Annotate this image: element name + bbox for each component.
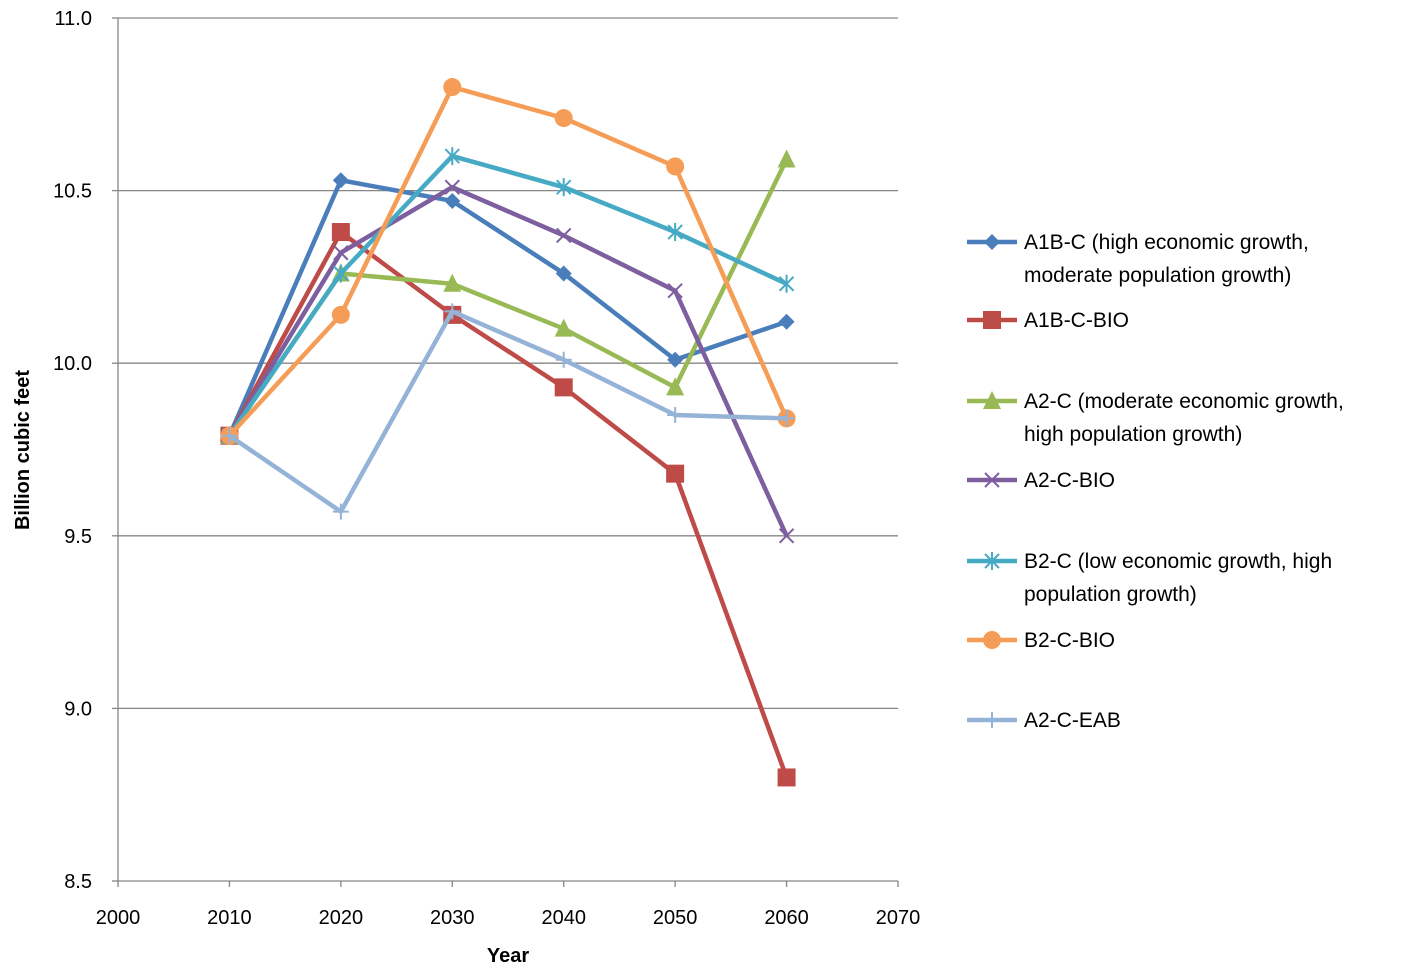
series-6 [220,78,796,445]
data-point [221,427,238,444]
data-point [666,377,685,396]
x-tick-label: 2050 [653,907,698,929]
y-tick-label: 11.0 [55,8,92,30]
data-point [332,172,349,189]
series-line [227,84,789,438]
data-point [443,78,462,97]
y-tick-label: 10.0 [53,353,92,375]
series-line [227,184,789,537]
legend-item: A1B-C-BIO [967,309,1129,332]
y-tick-label: 9.5 [64,526,92,548]
legend-label: A1B-C (high economic growth, [1024,231,1309,254]
y-tick-label: 9.0 [64,698,92,720]
legend-swatch-marker [984,552,1000,570]
data-point [555,265,572,282]
data-point [777,768,796,787]
data-point [667,406,684,423]
legend-label: high population growth) [1024,423,1242,446]
legend-item: A2-C-EAB [967,709,1121,732]
data-point [667,351,684,368]
x-tick-label: 2060 [764,907,809,929]
data-point [778,313,795,330]
series-line [227,229,789,779]
data-point [444,192,461,209]
data-point [444,179,460,195]
x-tick-label: 2040 [541,907,586,929]
legend-label: A2-C-EAB [1024,709,1121,732]
legend-swatch-marker [984,472,1000,488]
y-tick-label: 10.5 [53,181,92,203]
data-point [554,318,573,337]
x-axis-title: Year [487,945,529,967]
data-point [331,223,350,242]
legend-swatch-marker [983,391,1001,409]
data-point [444,303,461,320]
data-point [554,109,573,128]
data-point [666,464,685,483]
data-point [666,157,685,176]
legend-swatch-marker [983,311,1001,329]
y-tick-label: 8.5 [64,871,92,893]
legend-swatch-marker [984,234,1000,250]
legend-label: A1B-C-BIO [1024,309,1129,332]
x-tick-label: 2010 [207,907,252,929]
data-point [667,283,683,299]
data-point [333,264,349,283]
x-tick-label: 2070 [876,907,921,929]
data-point [778,528,795,544]
y-axis-title: Billion cubic feet [12,370,34,530]
legend-item: A2-C (moderate economic growth, high popu… [967,390,1344,446]
legend-swatch-marker [984,712,1000,728]
legend-label: moderate population growth) [1024,264,1291,287]
data-point [331,305,350,324]
tick-labels: 8.5 9.0 9.5 10.0 10.5 11.0 2000 2010 2020 2030 204… [53,8,920,929]
legend-label: A2-C-BIO [1024,469,1115,492]
data-point [778,274,795,293]
data-point [778,410,795,427]
data-point [556,178,572,197]
legend: A1B-C (high economic growth, moderate pop… [967,231,1344,732]
legend-item: A2-C-BIO [967,469,1115,492]
data-point [777,149,796,168]
data-point [554,378,573,397]
data-point [443,273,462,292]
axes [117,18,898,882]
legend-label: A2-C (moderate economic growth, [1024,390,1344,413]
series-lines [220,78,796,787]
data-point [332,503,349,520]
gridlines [118,17,898,710]
series-line [227,153,788,437]
legend-item: B2-C-BIO [967,629,1115,652]
data-point [555,351,572,368]
x-tick-label: 2020 [319,907,364,929]
legend-item: A1B-C (high economic growth, moderate pop… [967,231,1309,287]
series-line [228,309,787,514]
data-point [556,227,572,244]
series-7 [221,303,795,520]
legend-label: B2-C-BIO [1024,629,1115,652]
legend-label: B2-C (low economic growth, high [1024,550,1332,573]
legend-label: population growth) [1024,583,1197,606]
data-point [667,223,683,242]
x-tick-label: 2000 [96,907,141,929]
data-point [444,147,460,166]
legend-swatch-marker [983,631,1001,649]
legend-item: B2-C (low economic growth, high populatio… [967,550,1332,606]
data-point [333,245,349,261]
x-tick-label: 2030 [430,907,475,929]
